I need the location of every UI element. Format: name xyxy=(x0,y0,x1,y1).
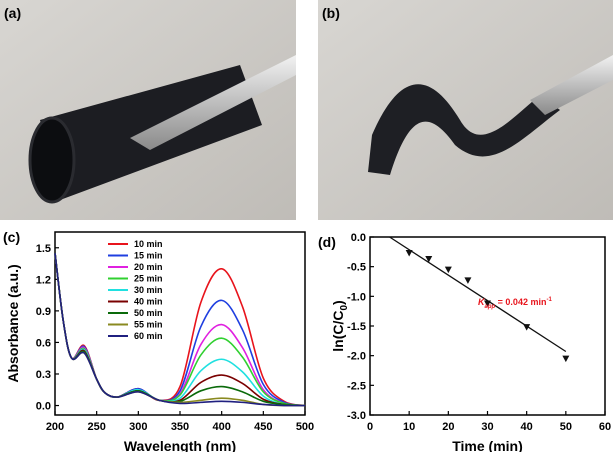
y-tick-label: -1.0 xyxy=(347,291,366,303)
spectrum-line xyxy=(55,253,305,406)
fit-line xyxy=(390,237,566,352)
annotation: Kapp = 0.042 min-1 xyxy=(478,297,552,310)
legend-label: 60 min xyxy=(134,331,163,341)
legend-label: 40 min xyxy=(134,297,163,307)
spectrum-line xyxy=(55,253,305,406)
figure: (a) (b) 2002503003504004505000.00.30.60.… xyxy=(0,0,613,452)
photo-b xyxy=(318,0,613,220)
legend-label: 20 min xyxy=(134,262,163,272)
x-tick-label: 40 xyxy=(521,421,533,433)
x-tick-label: 50 xyxy=(560,421,572,433)
data-point xyxy=(406,250,413,256)
x-tick-label: 10 xyxy=(403,421,415,433)
y-tick-label: 1.2 xyxy=(36,274,51,286)
legend-label: 30 min xyxy=(134,285,163,295)
y-tick-label: -0.5 xyxy=(347,262,366,274)
spectrum-line xyxy=(55,253,305,406)
x-tick-label: 20 xyxy=(442,421,454,433)
spectrum-line xyxy=(55,253,305,406)
y-axis-label: Absorbance (a.u.) xyxy=(5,264,21,382)
panel-label: (d) xyxy=(318,234,336,250)
data-point xyxy=(445,267,452,274)
legend-label: 10 min xyxy=(134,239,163,249)
annotation-sub: app xyxy=(485,304,496,310)
x-axis-label: Time (min) xyxy=(452,438,523,452)
y-tick-label: -1.5 xyxy=(347,321,366,333)
spectrum-line xyxy=(55,253,305,406)
spectrum-line xyxy=(55,253,305,406)
panel-label: (c) xyxy=(3,229,20,245)
legend-label: 50 min xyxy=(134,308,163,318)
y-tick-label: 1.5 xyxy=(36,243,51,255)
x-tick-label: 60 xyxy=(599,421,611,433)
plot-frame xyxy=(370,237,605,415)
y-tick-label: 0.0 xyxy=(351,232,366,244)
x-tick-label: 200 xyxy=(46,421,64,433)
y-tick-label: -2.5 xyxy=(347,380,366,392)
legend-label: 55 min xyxy=(134,320,163,330)
x-tick-label: 350 xyxy=(171,421,189,433)
annotation-sup: -1 xyxy=(546,297,552,303)
x-tick-label: 500 xyxy=(296,421,314,433)
x-tick-label: 400 xyxy=(212,421,230,433)
y-axis-label-tail: ) xyxy=(330,300,346,305)
y-tick-label: 0.0 xyxy=(36,401,51,413)
annotation-mid: = 0.042 min xyxy=(495,297,546,307)
y-tick-label: -2.0 xyxy=(347,351,366,363)
y-tick-label: 0.9 xyxy=(36,306,51,318)
x-tick-label: 450 xyxy=(254,421,272,433)
x-tick-label: 300 xyxy=(129,421,147,433)
spectrum-line xyxy=(55,253,305,406)
data-point xyxy=(464,277,471,284)
spectrum-line xyxy=(55,253,305,406)
y-tick-label: 0.3 xyxy=(36,369,51,381)
data-point xyxy=(562,356,569,363)
x-tick-label: 250 xyxy=(87,421,105,433)
y-axis-label-main: ln(C/C xyxy=(330,311,346,352)
panel-label: (b) xyxy=(322,5,340,21)
x-axis-label: Wavelength (nm) xyxy=(124,438,236,452)
panel-label: (a) xyxy=(4,5,21,21)
y-tick-label: -3.0 xyxy=(347,410,366,422)
x-tick-label: 0 xyxy=(367,421,373,433)
x-tick-label: 30 xyxy=(481,421,493,433)
legend-label: 25 min xyxy=(134,274,163,284)
y-tick-label: 0.6 xyxy=(36,337,51,349)
spectrum-line xyxy=(55,253,305,406)
photo-a xyxy=(0,0,296,220)
legend-label: 15 min xyxy=(134,251,163,261)
